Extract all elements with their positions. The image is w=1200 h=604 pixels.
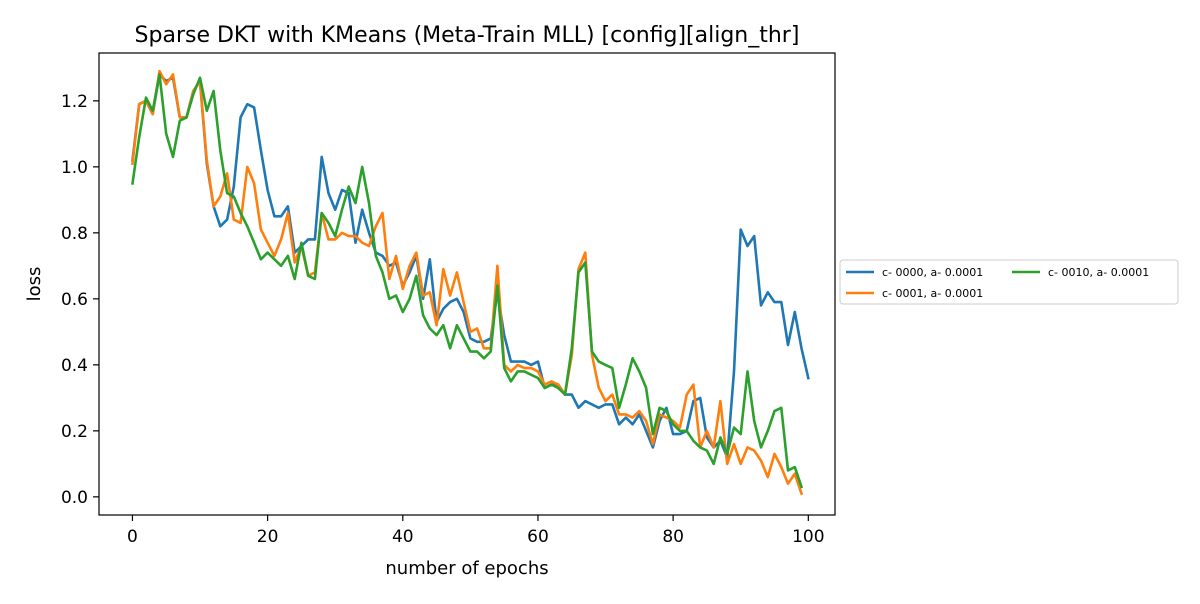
x-tick-label: 60 <box>527 527 549 547</box>
y-tick-label: 0.8 <box>61 224 88 244</box>
x-tick-label: 20 <box>257 527 279 547</box>
x-axis-label: number of epochs <box>385 558 548 579</box>
x-tick-label: 80 <box>662 527 684 547</box>
legend-label: c- 0001, a- 0.0001 <box>882 287 983 300</box>
chart-title: Sparse DKT with KMeans (Meta-Train MLL) … <box>135 23 800 48</box>
y-tick-label: 0.0 <box>61 488 88 508</box>
x-axis-ticks: 0 20 40 60 80 100 <box>127 515 825 547</box>
y-tick-label: 0.2 <box>61 422 88 442</box>
x-tick-label: 0 <box>127 527 138 547</box>
y-tick-label: 1.2 <box>61 92 88 112</box>
y-tick-label: 0.6 <box>61 290 88 310</box>
y-tick-label: 1.0 <box>61 158 88 178</box>
legend: c- 0000, a- 0.0001 c- 0001, a- 0.0001 c- 0… <box>839 259 1179 305</box>
series-line-2 <box>131 73 804 489</box>
y-axis-label: loss <box>24 267 45 302</box>
legend-box <box>839 259 1179 305</box>
plot-area <box>131 69 810 496</box>
plot-frame <box>98 52 836 516</box>
legend-label: c- 0010, a- 0.0001 <box>1048 266 1149 279</box>
x-tick-label: 40 <box>392 527 414 547</box>
y-axis-ticks: 0.0 0.2 0.4 0.6 0.8 1.0 1.2 <box>61 92 99 508</box>
y-tick-label: 0.4 <box>61 356 88 376</box>
x-tick-label: 100 <box>792 527 824 547</box>
legend-label: c- 0000, a- 0.0001 <box>882 266 983 279</box>
series-line-1 <box>131 69 804 496</box>
